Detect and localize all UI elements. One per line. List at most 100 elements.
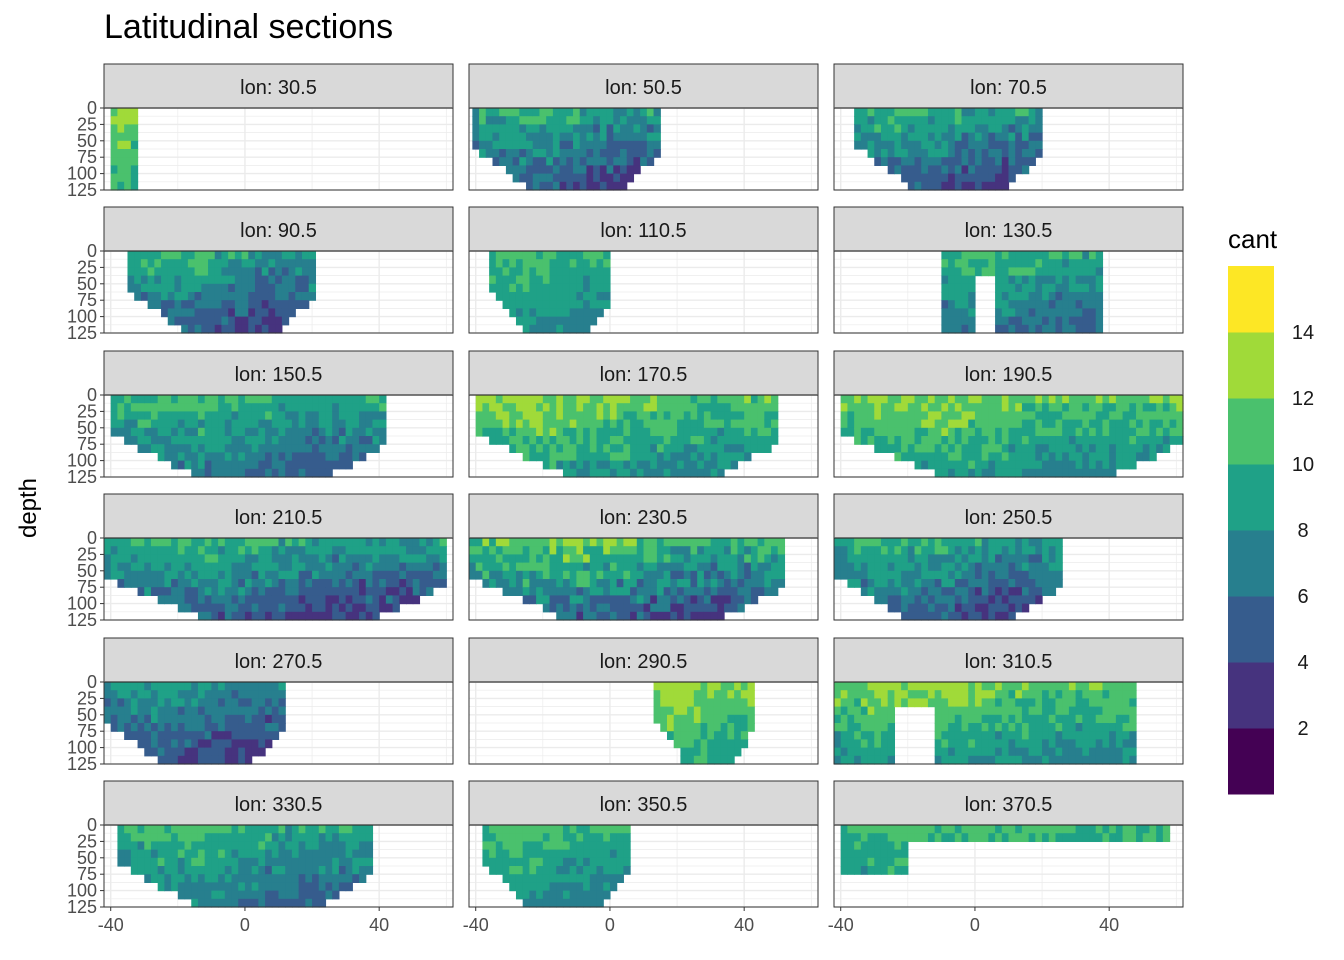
contour-cell (117, 157, 125, 166)
contour-cell (687, 698, 695, 708)
contour-cell (305, 403, 313, 412)
contour-cell (542, 395, 551, 404)
contour-cell (231, 747, 239, 757)
contour-cell (1109, 682, 1117, 691)
y-tick-label: 100 (67, 738, 97, 758)
contour-cell (208, 316, 216, 326)
contour-cell (372, 603, 380, 613)
contour-cell (184, 825, 192, 834)
contour-cell (988, 411, 996, 421)
contour-cell (177, 841, 186, 851)
contour-cell (539, 149, 547, 158)
contour-cell (475, 570, 484, 580)
contour-cell (536, 444, 544, 453)
contour-cell (552, 165, 561, 175)
contour-cell (495, 419, 504, 429)
contour-cell (609, 579, 618, 588)
contour-cell (204, 739, 212, 749)
contour-cell (1075, 452, 1083, 462)
contour-cell (880, 723, 889, 732)
contour-cell (251, 603, 259, 613)
contour-cell (860, 108, 869, 117)
contour-cell (536, 427, 544, 437)
contour-cell (1001, 395, 1010, 404)
contour-cell (174, 259, 182, 268)
contour-cell (556, 452, 564, 462)
contour-cell (549, 292, 557, 301)
contour-cell (325, 874, 333, 883)
contour-cell (536, 411, 544, 421)
contour-cell (1095, 292, 1104, 301)
contour-cell (204, 611, 212, 621)
contour-cell (988, 460, 996, 470)
contour-cell (847, 419, 855, 429)
contour-cell (372, 444, 380, 453)
contour-cell (1021, 755, 1030, 765)
contour-cell (134, 275, 142, 285)
contour-cell (1055, 259, 1063, 268)
contour-cell (556, 411, 564, 421)
contour-cell (690, 427, 698, 437)
contour-cell (338, 538, 347, 547)
contour-cell (157, 452, 166, 462)
contour-cell (981, 108, 989, 117)
contour-cell (576, 403, 584, 412)
contour-cell (867, 149, 875, 158)
contour-cell (345, 427, 353, 437)
contour-cell (1142, 419, 1151, 429)
contour-cell (579, 116, 588, 125)
contour-cell (941, 132, 949, 142)
contour-cell (171, 755, 179, 765)
contour-cell (854, 682, 862, 691)
contour-cell (954, 603, 963, 613)
contour-cell (677, 419, 685, 429)
contour-cell (921, 436, 929, 445)
contour-cell (1035, 554, 1043, 564)
contour-cell (238, 579, 246, 588)
contour-cell (968, 682, 976, 691)
contour-cell (231, 595, 239, 605)
contour-cell (1021, 690, 1030, 699)
contour-cell (744, 595, 752, 605)
contour-cell (218, 468, 226, 478)
contour-cell (880, 436, 889, 445)
contour-cell (626, 108, 635, 117)
contour-cell (880, 706, 889, 716)
contour-cell (161, 300, 169, 309)
contour-cell (218, 866, 226, 875)
contour-cell (298, 452, 306, 462)
contour-cell (589, 403, 598, 412)
contour-cell (255, 251, 263, 260)
contour-cell (583, 554, 591, 564)
contour-cell (1035, 682, 1043, 691)
contour-cell (265, 538, 273, 547)
contour-cell (1089, 395, 1097, 404)
contour-cell (1021, 283, 1030, 293)
contour-cell (901, 587, 909, 596)
contour-cell (332, 611, 340, 621)
contour-cell (921, 595, 929, 605)
contour-cell (489, 579, 497, 588)
contour-cell (379, 427, 387, 437)
contour-cell (854, 562, 862, 572)
contour-cell (1089, 452, 1097, 462)
contour-cell (710, 444, 718, 453)
contour-cell (479, 124, 487, 134)
contour-cell (137, 723, 145, 732)
contour-cell (576, 300, 584, 309)
contour-cell (1089, 324, 1097, 334)
contour-cell (562, 283, 571, 293)
contour-cell (1028, 436, 1036, 445)
contour-cell (184, 849, 192, 859)
contour-cell (171, 747, 179, 757)
contour-cell (948, 690, 956, 699)
contour-cell (988, 611, 996, 621)
contour-cell (1102, 747, 1110, 757)
contour-cell (650, 611, 658, 621)
contour-cell (1028, 698, 1036, 708)
contour-cell (576, 316, 584, 326)
contour-cell (509, 570, 517, 580)
contour-cell (184, 747, 192, 757)
contour-cell (1055, 538, 1063, 547)
contour-cell (244, 723, 253, 732)
